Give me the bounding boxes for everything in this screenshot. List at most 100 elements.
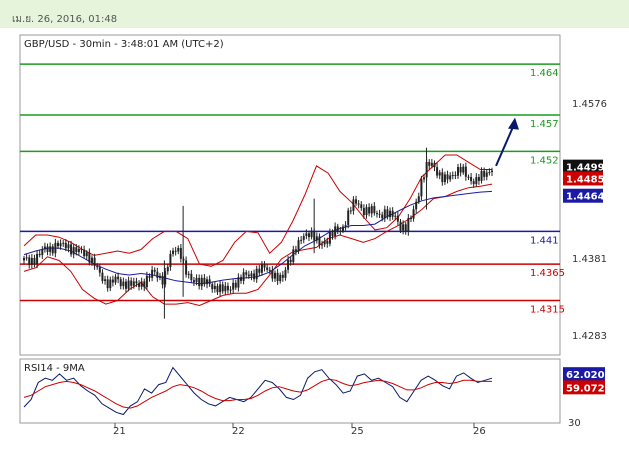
rsi-tag bbox=[563, 367, 605, 382]
candle-body bbox=[336, 226, 339, 231]
candle-body bbox=[323, 241, 326, 245]
candle-body bbox=[266, 267, 269, 270]
rsi-y-tick-label: 30 bbox=[568, 418, 581, 429]
candle-body bbox=[135, 281, 138, 284]
projection-arrow bbox=[495, 117, 519, 167]
projection-arrow-head bbox=[508, 117, 519, 130]
candle-body bbox=[185, 260, 188, 275]
candle-body bbox=[101, 272, 104, 281]
candle-body bbox=[30, 257, 33, 265]
candle-body bbox=[41, 249, 44, 256]
candle-body bbox=[221, 284, 224, 292]
candle-body bbox=[56, 242, 59, 247]
candle-body bbox=[240, 277, 243, 281]
candle-body bbox=[412, 209, 415, 219]
candle-body bbox=[153, 269, 156, 272]
candle-body bbox=[462, 166, 465, 173]
candle-body bbox=[124, 281, 127, 289]
price-tag-label: 1.44855 bbox=[566, 174, 612, 185]
candle-body bbox=[226, 285, 229, 291]
candle-body bbox=[203, 277, 206, 285]
candle-body bbox=[436, 167, 439, 176]
level-label: 1.452 bbox=[530, 155, 559, 166]
candle-body bbox=[88, 252, 91, 263]
candle-body bbox=[430, 162, 433, 166]
candle-body bbox=[229, 289, 232, 291]
candle-body bbox=[119, 279, 122, 287]
candle-body bbox=[67, 244, 70, 249]
price-tag bbox=[563, 188, 603, 203]
candle-body bbox=[151, 269, 154, 278]
candle-body bbox=[428, 161, 431, 166]
x-tick-label: 21 bbox=[113, 426, 126, 437]
projection-arrow-shaft bbox=[495, 124, 515, 167]
candle-body bbox=[300, 239, 303, 241]
candle-body bbox=[122, 281, 125, 287]
candle-body bbox=[449, 175, 452, 180]
candle-body bbox=[25, 257, 28, 259]
candle-body bbox=[407, 218, 410, 232]
candle-body bbox=[132, 281, 135, 286]
candle-body bbox=[138, 283, 141, 287]
rsi-tag-label: 62.0207 bbox=[566, 370, 612, 381]
candle-body bbox=[443, 174, 446, 183]
candle-body bbox=[219, 284, 222, 293]
candle-body bbox=[457, 167, 460, 176]
candle-body bbox=[247, 274, 250, 277]
candle-body bbox=[268, 269, 271, 271]
candle-body bbox=[305, 233, 308, 237]
level-label: 1.4315 bbox=[530, 304, 565, 315]
candle-body bbox=[255, 268, 258, 280]
candle-body bbox=[375, 213, 378, 215]
candle-body bbox=[54, 242, 57, 254]
candle-body bbox=[365, 207, 368, 216]
candle-body bbox=[341, 226, 344, 231]
candle-body bbox=[211, 284, 214, 290]
candle-body bbox=[258, 268, 261, 273]
candle-body bbox=[198, 277, 201, 287]
candle-body bbox=[441, 172, 444, 183]
candle-body bbox=[156, 271, 159, 278]
candle-body bbox=[307, 233, 310, 238]
candle-body bbox=[370, 206, 373, 214]
candle-body bbox=[28, 257, 31, 265]
candle-body bbox=[464, 166, 467, 177]
candle-body bbox=[260, 264, 263, 273]
candle-body bbox=[143, 281, 146, 288]
candle-body bbox=[420, 179, 423, 197]
candle-body bbox=[417, 196, 420, 202]
main-panel-frame bbox=[19, 34, 561, 356]
candle-body bbox=[77, 248, 80, 253]
candle-body bbox=[23, 258, 25, 261]
candle-body bbox=[292, 249, 295, 263]
candle-body bbox=[284, 269, 287, 278]
candle-body bbox=[172, 250, 175, 254]
candle-body bbox=[273, 272, 276, 279]
candle-body bbox=[310, 231, 313, 238]
candle-body bbox=[158, 275, 161, 278]
candle-body bbox=[302, 236, 305, 240]
candle-body bbox=[145, 275, 148, 288]
rsi-line bbox=[23, 366, 493, 416]
candle-body bbox=[360, 204, 363, 209]
rsi-ma-line bbox=[23, 378, 492, 409]
ma-line bbox=[23, 190, 493, 285]
candle-body bbox=[253, 273, 256, 280]
candle-body bbox=[38, 253, 41, 256]
candle-body bbox=[470, 176, 473, 182]
candle-body bbox=[140, 281, 143, 287]
candle-body bbox=[127, 280, 130, 289]
candle-body bbox=[90, 257, 93, 263]
y-tick-label: 1.4283 bbox=[572, 331, 607, 342]
candle-body bbox=[386, 209, 389, 218]
candle-body bbox=[62, 242, 65, 244]
candle-body bbox=[59, 243, 62, 247]
candle-body bbox=[190, 273, 193, 281]
candle-body bbox=[36, 253, 39, 265]
candle-body bbox=[459, 167, 462, 173]
rsi-panel-frame bbox=[19, 358, 561, 424]
candle-body bbox=[64, 242, 67, 249]
candle-body bbox=[276, 272, 279, 282]
